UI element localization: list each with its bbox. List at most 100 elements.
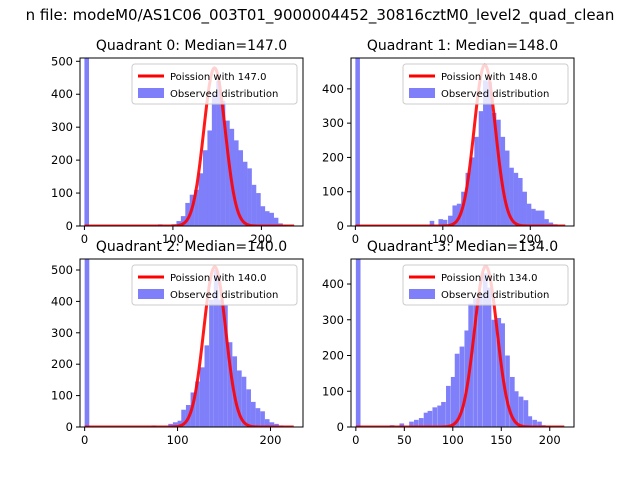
x-tick-label: 200 [250, 232, 272, 246]
x-tick-label: 100 [162, 232, 184, 246]
histogram-bar [409, 421, 414, 427]
histogram-bar [216, 81, 221, 226]
histogram-bar [482, 273, 488, 427]
histogram-bar [423, 412, 429, 427]
histogram-bar [195, 381, 200, 427]
histogram-bar [251, 184, 257, 226]
histogram-bar [526, 203, 532, 226]
x-tick-label: 100 [442, 433, 464, 447]
histogram-bar [496, 317, 502, 427]
histogram-bar [260, 411, 265, 427]
histogram-bar [218, 299, 224, 427]
histogram-bar [437, 405, 442, 427]
legend: Poission with 148.0 Observed distribution [402, 63, 569, 105]
y-tick-label: 500 [51, 263, 73, 277]
histogram-bar [255, 408, 261, 427]
histogram-bar [459, 346, 465, 427]
y-tick-label: 200 [51, 357, 73, 371]
histogram-bar [418, 418, 424, 427]
histogram-bar [522, 191, 527, 226]
histogram-bar [535, 210, 541, 226]
histogram-bar [176, 221, 182, 226]
legend: Poission with 147.0 Observed distribution [131, 63, 298, 105]
histogram-bar [199, 367, 205, 427]
histogram-bar [84, 58, 90, 226]
y-tick-label: 0 [337, 219, 344, 233]
histogram-bar [177, 420, 183, 427]
histogram-bar [448, 215, 453, 226]
y-tick-label: 300 [322, 313, 344, 327]
histogram-bar [496, 119, 501, 226]
legend-bar-swatch [138, 88, 164, 98]
histogram-bar [211, 94, 217, 226]
y-tick-label: 500 [51, 54, 73, 68]
y-tick-label: 400 [322, 277, 344, 291]
histogram-bar [209, 299, 214, 427]
histogram-bar [256, 193, 261, 226]
histogram-bar [225, 120, 230, 226]
histogram-bar [427, 410, 433, 427]
histogram-bar [452, 205, 457, 226]
histogram-bar [355, 58, 360, 226]
legend-bar-swatch [138, 289, 164, 299]
histogram-bar [544, 219, 549, 226]
histogram-bar [518, 396, 524, 427]
x-tick-label: 100 [167, 433, 189, 447]
histogram-bar [223, 304, 228, 427]
axes-frame [350, 57, 575, 227]
histogram-bar [241, 376, 247, 427]
axes-frame [79, 57, 304, 227]
y-tick-label: 100 [322, 185, 344, 199]
histogram-bar [454, 353, 460, 427]
histogram-bar [181, 409, 186, 427]
histogram-bar [432, 407, 438, 427]
axes-frame [350, 258, 575, 428]
quadrant-2-panel: 0 100 200 300 400 500 0 100 200 Quadrant 2: Media… [51, 239, 304, 447]
x-tick-label: 150 [490, 433, 512, 447]
histogram-bar [264, 419, 270, 427]
histogram-bar [537, 421, 542, 427]
histogram-bar [84, 259, 90, 427]
y-tick-label: 200 [322, 150, 344, 164]
histogram-bar [465, 172, 471, 226]
y-tick-label: 0 [337, 420, 344, 434]
histogram-bar [532, 419, 537, 427]
histogram-bar [237, 370, 242, 427]
y-tick-label: 0 [66, 219, 73, 233]
x-tick-label: 0 [352, 433, 359, 447]
histogram-bar [168, 423, 173, 427]
y-tick-label: 300 [51, 326, 73, 340]
histogram-bar [491, 112, 497, 226]
axes-frame [79, 258, 304, 428]
legend-label-poisson: Poission with 140.0 [170, 273, 266, 284]
histogram-bar [438, 219, 443, 226]
histogram-bar [478, 111, 484, 226]
x-tick-label: 0 [81, 232, 88, 246]
histogram-bar [491, 319, 497, 427]
legend-label-observed: Observed distribution [441, 290, 549, 301]
histogram-bar [207, 130, 213, 226]
y-tick-label: 100 [322, 384, 344, 398]
panel-title: Quadrant 0: Median=147.0 [96, 38, 287, 54]
y-tick-label: 400 [322, 82, 344, 96]
histogram-bar [355, 259, 361, 427]
y-tick-label: 400 [51, 294, 73, 308]
histogram-bar [446, 385, 451, 427]
quadrant-0-panel: 0 100 200 300 400 500 0 100 200 Quadrant 0: Media… [51, 38, 304, 246]
x-tick-label: 50 [397, 433, 412, 447]
histogram-bar [509, 167, 514, 226]
y-tick-label: 100 [51, 389, 73, 403]
histogram-bar [260, 206, 266, 226]
histogram-bar [513, 172, 519, 226]
histogram-bar [518, 178, 523, 226]
histogram-bar [505, 355, 510, 427]
histogram-bar [450, 376, 456, 427]
histogram-bar [227, 342, 233, 427]
histogram-bar [483, 80, 488, 226]
histogram-bar [486, 287, 492, 427]
histogram-bar [204, 345, 210, 427]
histogram-bar [194, 189, 199, 226]
x-tick-label: 200 [539, 433, 561, 447]
